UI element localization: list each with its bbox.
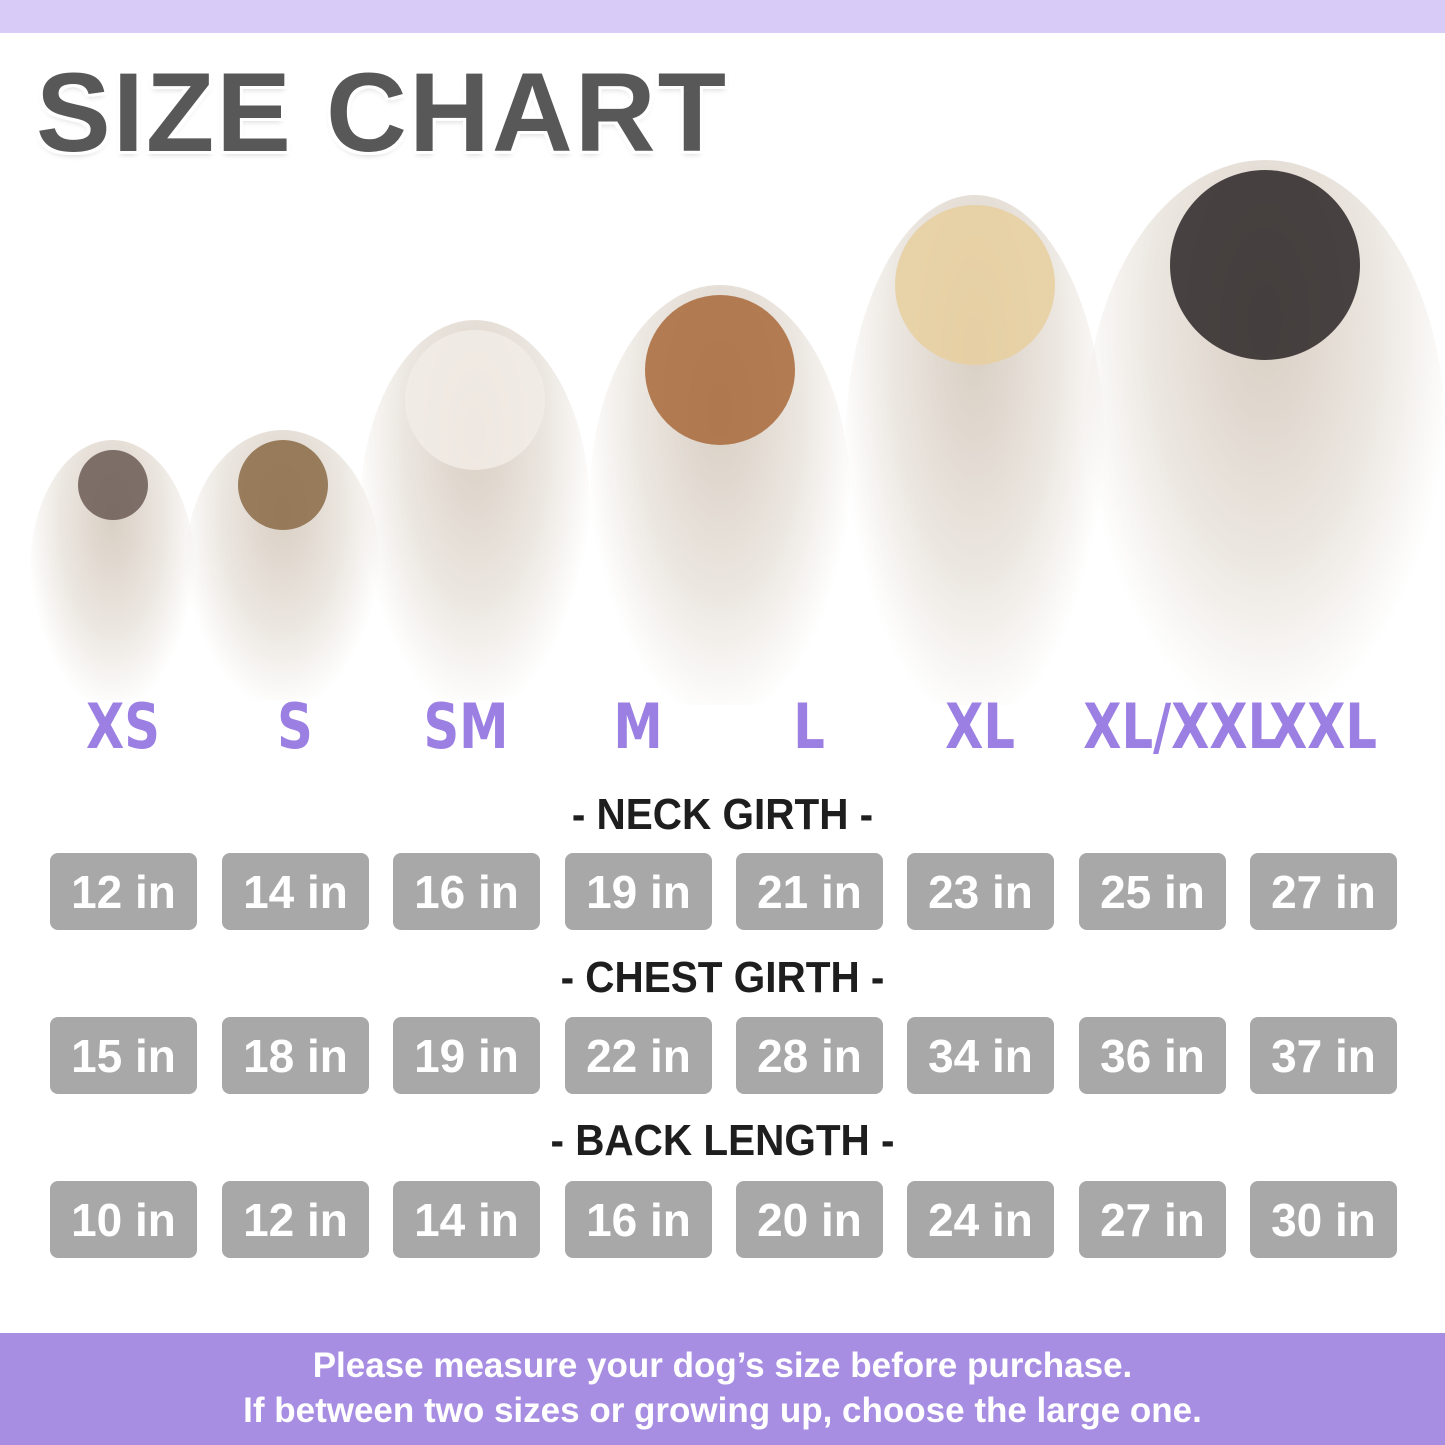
size-label: M xyxy=(613,690,663,763)
size-label: XS xyxy=(86,690,160,763)
dog-image-yorkshire-terrier xyxy=(185,430,380,700)
dog-head xyxy=(895,205,1055,365)
top-band xyxy=(0,0,1445,33)
footer-line-1: Please measure your dog’s size before pu… xyxy=(312,1346,1133,1385)
measurement-value: 19 in xyxy=(565,853,712,930)
size-label: XL xyxy=(945,690,1015,763)
size-label: L xyxy=(793,690,825,763)
footer-note: Please measure your dog’s size before pu… xyxy=(0,1333,1445,1445)
dog-head xyxy=(237,440,328,530)
dog-head xyxy=(645,295,795,445)
measurement-value: 14 in xyxy=(393,1181,540,1258)
dog-image-beagle xyxy=(590,285,850,705)
measurement-value: 15 in xyxy=(50,1017,197,1094)
measurement-value: 14 in xyxy=(222,853,369,930)
measurement-value: 34 in xyxy=(907,1017,1054,1094)
measurement-header: - CHEST GIRTH - xyxy=(560,953,885,1002)
measurement-value: 20 in xyxy=(736,1181,883,1258)
dog-image-golden-retriever xyxy=(845,195,1105,705)
dog-head xyxy=(77,450,148,520)
measurement-value: 19 in xyxy=(393,1017,540,1094)
measurement-value: 12 in xyxy=(50,853,197,930)
measurement-value: 18 in xyxy=(222,1017,369,1094)
dog-head xyxy=(1170,170,1360,360)
measurement-value: 27 in xyxy=(1079,1181,1226,1258)
measurement-header: - NECK GIRTH - xyxy=(571,790,874,839)
measurement-value: 23 in xyxy=(907,853,1054,930)
measurement-value: 30 in xyxy=(1250,1181,1397,1258)
dog-image-chihuahua xyxy=(30,440,195,700)
dog-image-bernese-mountain-dog xyxy=(1085,160,1445,700)
measurement-value: 10 in xyxy=(50,1181,197,1258)
size-label: XXL xyxy=(1268,690,1378,763)
measurement-value: 28 in xyxy=(736,1017,883,1094)
measurement-value: 12 in xyxy=(222,1181,369,1258)
dog-image-french-bulldog xyxy=(360,320,590,700)
page-title: SIZE CHART xyxy=(36,50,728,175)
measurement-value: 16 in xyxy=(565,1181,712,1258)
footer-line-2: If between two sizes or growing up, choo… xyxy=(243,1391,1202,1430)
measurement-value: 22 in xyxy=(565,1017,712,1094)
measurement-value: 25 in xyxy=(1079,853,1226,930)
measurement-value: 36 in xyxy=(1079,1017,1226,1094)
measurement-value: 16 in xyxy=(393,853,540,930)
size-label: S xyxy=(277,690,313,763)
measurement-value: 27 in xyxy=(1250,853,1397,930)
measurement-header: - BACK LENGTH - xyxy=(550,1116,895,1165)
measurement-value: 37 in xyxy=(1250,1017,1397,1094)
measurement-value: 24 in xyxy=(907,1181,1054,1258)
dog-head xyxy=(405,330,545,470)
measurement-value: 21 in xyxy=(736,853,883,930)
size-label: SM xyxy=(423,690,509,763)
size-label: XL/XXL xyxy=(1083,690,1280,763)
